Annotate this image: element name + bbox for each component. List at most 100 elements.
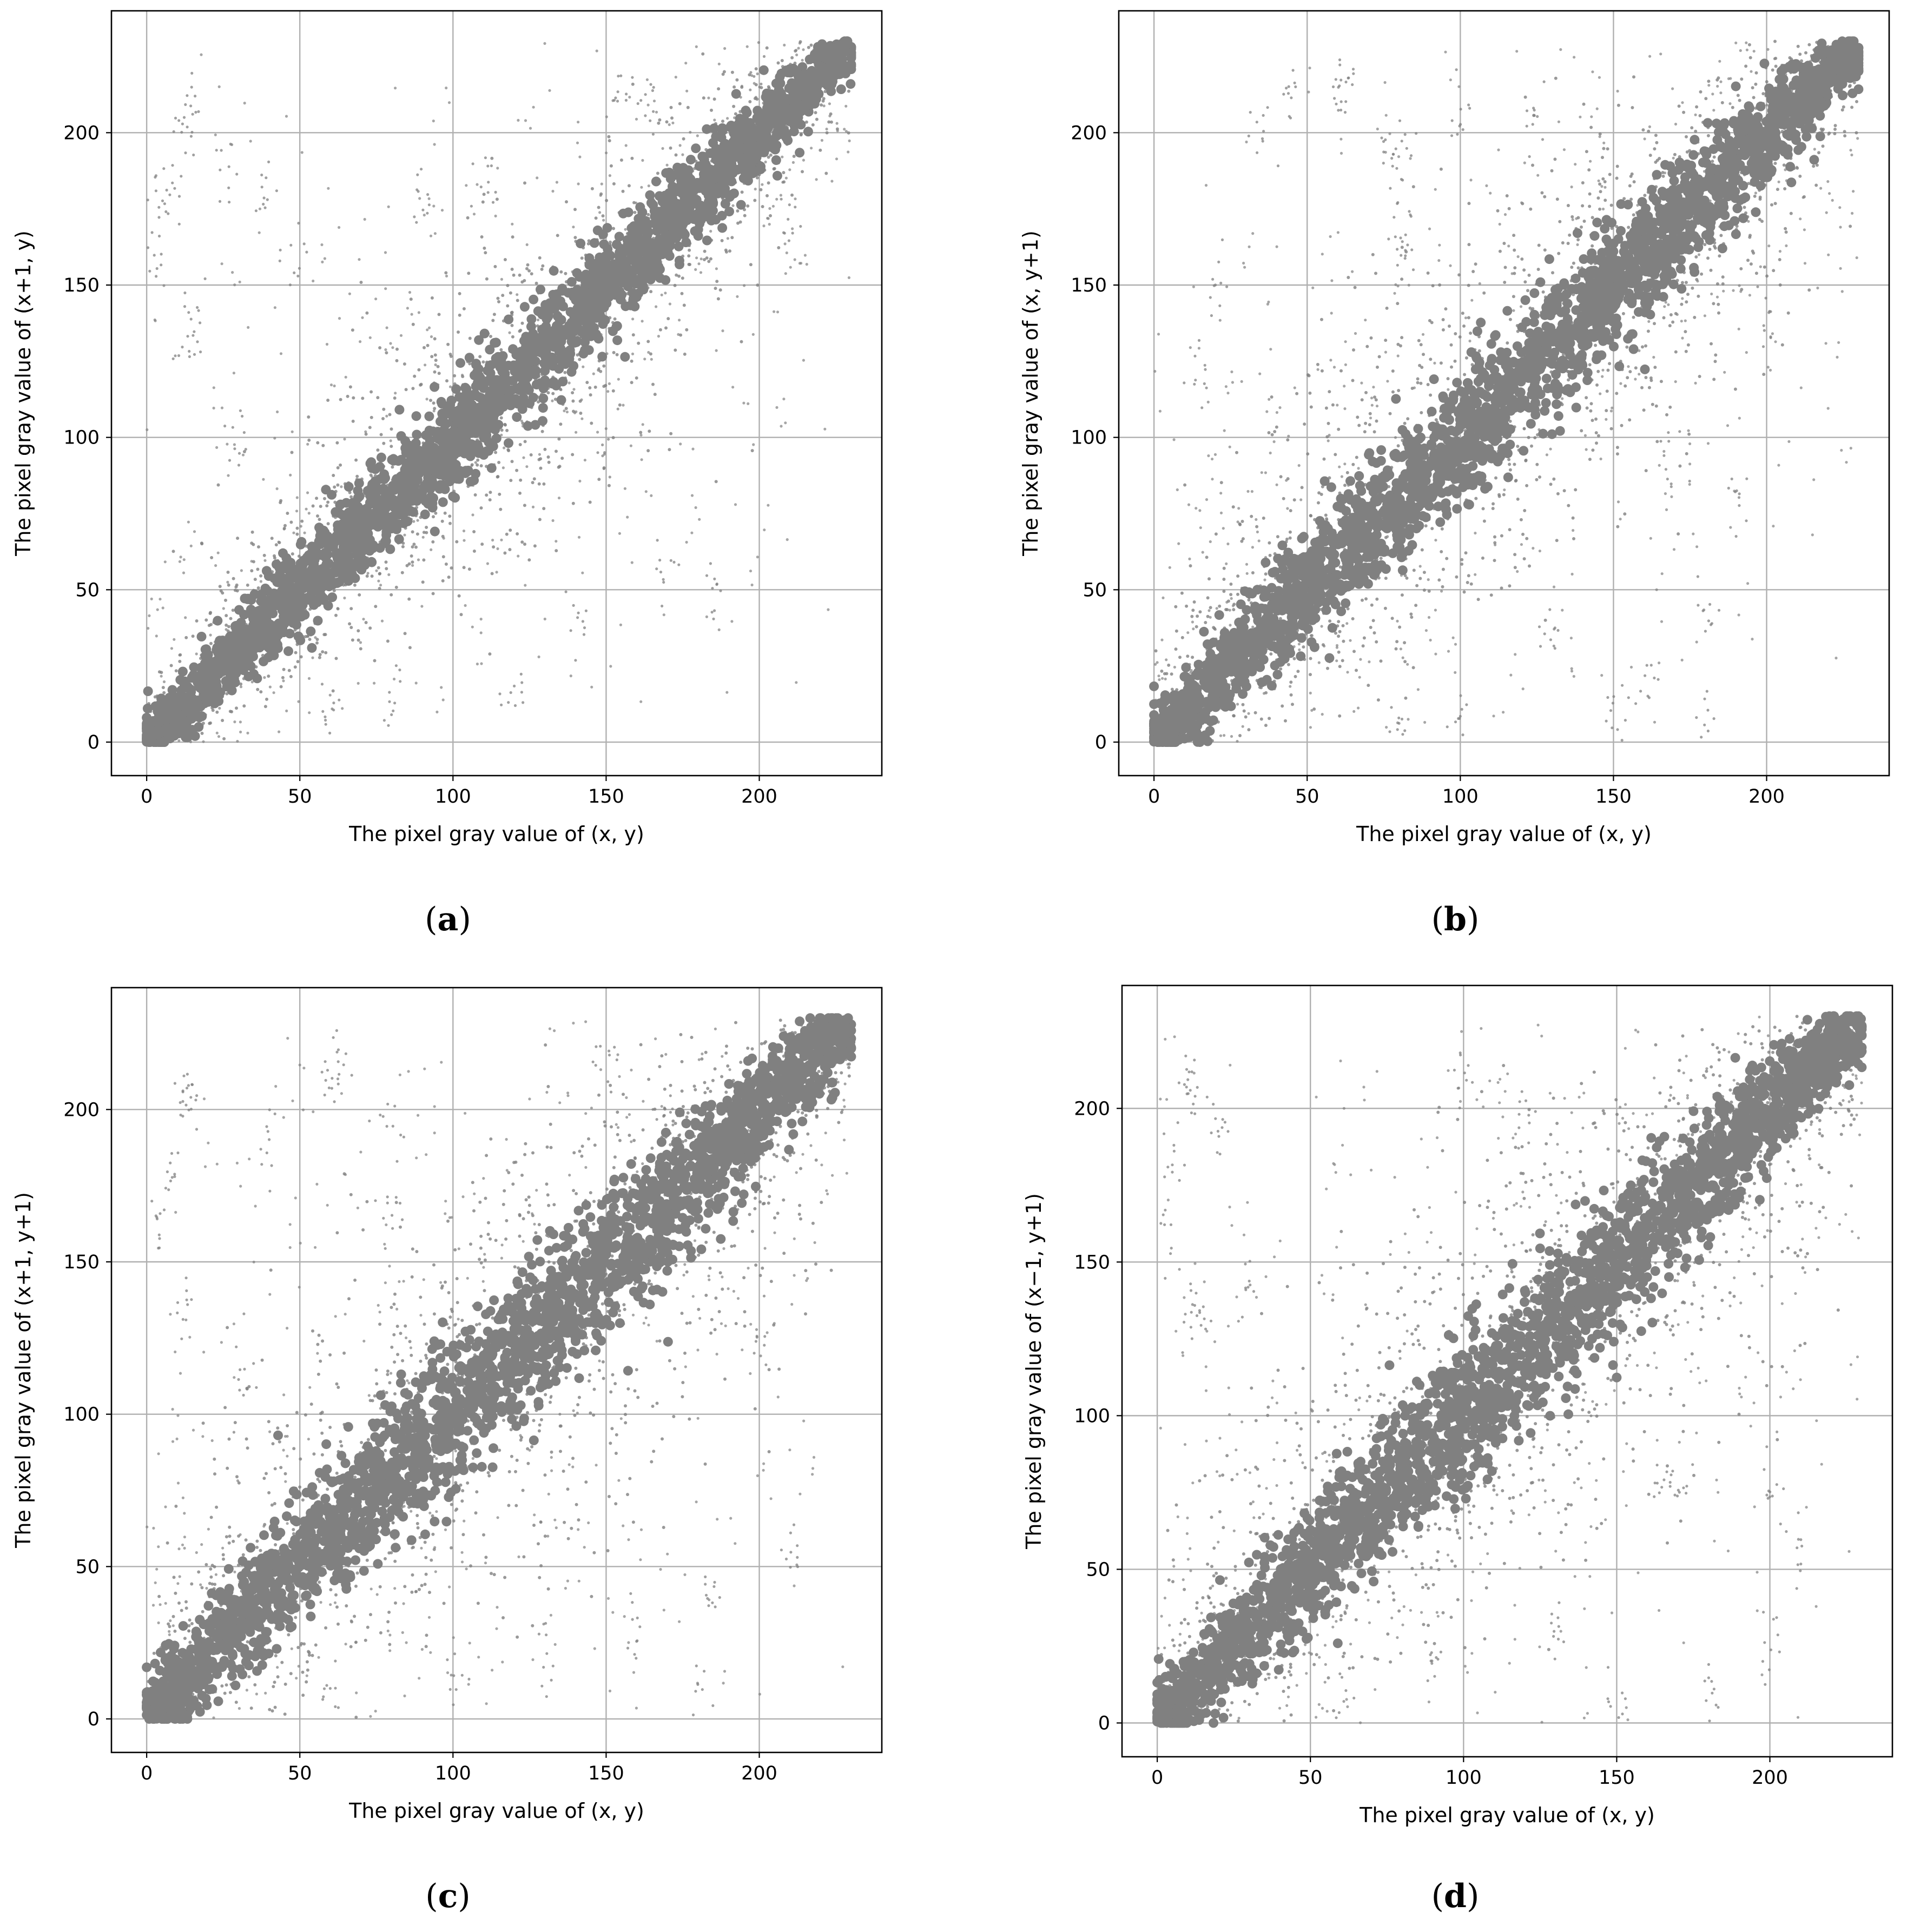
data-point xyxy=(498,492,502,496)
data-point xyxy=(270,537,274,540)
data-point xyxy=(546,386,550,390)
data-point xyxy=(674,255,684,266)
data-point xyxy=(332,589,336,593)
data-point xyxy=(592,372,595,375)
data-point xyxy=(199,709,203,712)
data-point xyxy=(764,160,767,164)
data-point xyxy=(392,454,396,458)
data-point xyxy=(295,643,299,646)
data-point xyxy=(670,116,674,120)
data-point xyxy=(644,273,648,277)
data-point xyxy=(834,66,838,70)
data-point xyxy=(143,686,153,696)
data-point xyxy=(826,88,830,92)
data-point xyxy=(488,498,492,502)
data-point xyxy=(797,47,800,50)
data-point xyxy=(701,205,704,209)
data-point xyxy=(617,378,620,381)
data-point xyxy=(559,270,563,274)
data-point xyxy=(846,79,856,89)
data-point xyxy=(327,187,330,190)
data-point xyxy=(684,62,688,65)
data-point xyxy=(734,139,738,143)
data-point xyxy=(206,665,209,669)
data-point xyxy=(553,355,557,359)
data-point xyxy=(146,246,150,249)
data-point xyxy=(716,297,720,301)
data-point xyxy=(177,119,181,122)
data-point xyxy=(171,714,175,718)
data-point xyxy=(646,286,650,290)
data-point xyxy=(439,489,443,493)
data-point xyxy=(167,722,171,726)
data-point xyxy=(745,45,749,48)
data-point xyxy=(192,729,195,732)
data-point xyxy=(399,534,402,537)
data-point xyxy=(293,628,297,632)
data-point xyxy=(365,527,368,531)
data-point xyxy=(803,76,807,80)
data-point xyxy=(203,277,207,280)
data-point xyxy=(393,677,396,681)
data-point xyxy=(486,191,490,194)
data-point xyxy=(551,399,554,402)
data-point xyxy=(359,641,362,644)
data-point xyxy=(527,558,531,562)
data-point xyxy=(439,431,443,434)
data-point xyxy=(620,260,623,263)
data-point xyxy=(798,92,802,96)
data-point xyxy=(685,155,696,165)
data-point xyxy=(665,199,669,203)
data-point xyxy=(783,105,787,108)
data-point xyxy=(783,43,786,47)
data-point xyxy=(695,45,698,48)
data-point xyxy=(213,616,223,626)
data-point xyxy=(615,353,619,356)
data-point xyxy=(569,346,572,349)
data-point xyxy=(150,738,153,741)
data-point xyxy=(466,415,477,426)
data-point xyxy=(825,131,829,135)
data-point xyxy=(777,161,781,164)
data-point xyxy=(745,127,748,130)
data-point xyxy=(788,90,791,93)
data-point xyxy=(333,384,336,388)
data-point xyxy=(774,81,777,85)
data-point xyxy=(436,365,440,368)
data-point xyxy=(364,621,368,624)
data-point xyxy=(217,735,221,738)
data-point xyxy=(454,421,458,425)
data-point xyxy=(471,484,475,487)
data-point xyxy=(646,449,650,453)
data-point xyxy=(673,283,677,287)
data-point xyxy=(731,204,735,207)
data-point xyxy=(612,350,616,354)
data-point xyxy=(525,465,529,468)
data-point xyxy=(494,451,498,454)
data-point xyxy=(649,119,652,122)
data-point xyxy=(715,583,718,586)
data-point xyxy=(547,460,551,464)
data-point xyxy=(489,491,492,494)
data-point xyxy=(583,338,586,341)
data-point xyxy=(351,419,355,423)
data-point xyxy=(242,677,246,680)
data-point xyxy=(681,153,684,156)
data-point xyxy=(572,268,582,278)
data-point xyxy=(161,724,165,727)
data-point xyxy=(379,433,383,436)
data-point xyxy=(360,505,370,515)
data-point xyxy=(368,426,372,429)
data-point xyxy=(324,715,327,718)
data-point xyxy=(607,484,611,487)
data-point xyxy=(523,356,533,366)
data-point xyxy=(299,575,302,579)
data-point xyxy=(186,335,189,338)
data-point xyxy=(234,585,238,589)
data-point xyxy=(540,267,544,271)
data-point xyxy=(302,242,306,246)
data-point xyxy=(485,277,489,281)
data-point xyxy=(764,102,768,105)
data-point xyxy=(250,680,254,684)
data-point xyxy=(200,542,204,546)
